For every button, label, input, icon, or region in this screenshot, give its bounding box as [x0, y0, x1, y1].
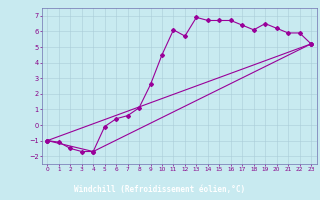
Text: Windchill (Refroidissement éolien,°C): Windchill (Refroidissement éolien,°C): [75, 185, 245, 194]
